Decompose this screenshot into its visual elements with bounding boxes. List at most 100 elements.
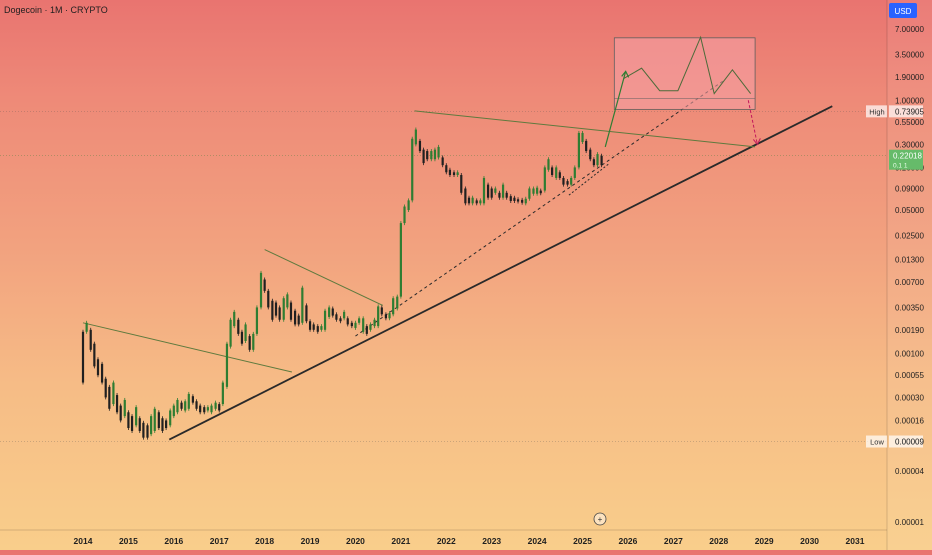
candle-body bbox=[199, 405, 202, 413]
x-tick-label: 2028 bbox=[709, 536, 728, 546]
candle-body bbox=[509, 196, 512, 201]
candle-body bbox=[89, 329, 92, 350]
candle-body bbox=[127, 412, 130, 429]
candle-body bbox=[573, 167, 576, 178]
y-tick-label: 1.00000 bbox=[895, 96, 924, 105]
candle-body bbox=[187, 393, 190, 409]
y-tick-label: 0.01300 bbox=[895, 255, 924, 264]
x-tick-label: 2026 bbox=[618, 536, 637, 546]
candle-body bbox=[233, 311, 236, 327]
y-tick-label: 0.00030 bbox=[895, 393, 924, 402]
candle-body bbox=[380, 307, 383, 315]
price-axis-panel[interactable] bbox=[887, 0, 932, 550]
candle-body bbox=[259, 272, 263, 308]
candle-body bbox=[180, 402, 183, 409]
candle-body bbox=[566, 181, 569, 185]
currency-badge[interactable] bbox=[889, 3, 917, 18]
candle-body bbox=[433, 149, 437, 160]
candle-body bbox=[191, 396, 194, 403]
candle-body bbox=[437, 146, 440, 158]
candle-body bbox=[286, 294, 289, 308]
candle-body bbox=[513, 197, 516, 201]
candle-body bbox=[130, 416, 134, 431]
candle-body bbox=[271, 300, 274, 320]
y-tick-label: 0.00001 bbox=[895, 518, 924, 527]
grid-layer bbox=[0, 111, 887, 442]
current-price-sub: 0.1 1 bbox=[893, 163, 908, 170]
arrow-up-line bbox=[604, 71, 627, 148]
candle-body bbox=[267, 290, 270, 308]
candle-body bbox=[146, 425, 149, 438]
candle-body bbox=[377, 306, 380, 327]
candle-body bbox=[252, 333, 255, 350]
candle-body bbox=[486, 184, 490, 198]
candle-body bbox=[558, 172, 561, 178]
candle-body bbox=[392, 298, 395, 315]
candle-body bbox=[225, 343, 229, 387]
candle-body bbox=[169, 410, 172, 426]
current-price-badge[interactable] bbox=[889, 149, 923, 170]
y-tick-label: 0.00016 bbox=[895, 416, 924, 425]
x-tick-label: 2014 bbox=[74, 536, 93, 546]
candle-body bbox=[358, 318, 361, 323]
candle-body bbox=[589, 149, 592, 160]
y-tick-label: 0.00004 bbox=[895, 467, 924, 476]
arrow-up-head bbox=[621, 70, 630, 78]
candle-body bbox=[452, 172, 456, 176]
x-tick-label: 2031 bbox=[846, 536, 865, 546]
candle-body bbox=[176, 399, 179, 413]
candle-body bbox=[289, 302, 293, 320]
candle-body bbox=[505, 192, 508, 198]
candle-body bbox=[335, 314, 338, 320]
candle-body bbox=[532, 188, 535, 194]
candle-body bbox=[93, 343, 96, 367]
support-trendline bbox=[168, 105, 833, 441]
candle-body bbox=[521, 199, 524, 203]
add-event-glyph: + bbox=[598, 515, 603, 524]
candle-body bbox=[96, 359, 100, 376]
candle-body bbox=[596, 154, 599, 166]
candle-body bbox=[407, 200, 410, 211]
y-tick-label: 0.30000 bbox=[895, 140, 924, 149]
candle-body bbox=[263, 279, 266, 291]
candle-body bbox=[104, 378, 107, 398]
candle-body bbox=[528, 188, 531, 199]
price-label-value-bg bbox=[889, 105, 923, 118]
add-event-icon[interactable] bbox=[593, 512, 607, 526]
y-tick-label: 0.00100 bbox=[895, 349, 924, 358]
candle-body bbox=[467, 197, 471, 204]
x-tick-label: 2016 bbox=[164, 536, 183, 546]
price-label-tag bbox=[866, 105, 887, 118]
drawing-layer bbox=[82, 35, 833, 441]
y-tick-label: 1.90000 bbox=[895, 73, 924, 82]
x-tick-label: 2022 bbox=[437, 536, 456, 546]
candle-body bbox=[490, 188, 493, 198]
triangle-top-2018 bbox=[264, 249, 383, 306]
candle-body bbox=[516, 199, 520, 202]
candle-body bbox=[475, 200, 478, 204]
y-tick-label: 0.00190 bbox=[895, 326, 924, 335]
x-tick-label: 2018 bbox=[255, 536, 274, 546]
x-tick-label: 2015 bbox=[119, 536, 138, 546]
candle-body bbox=[592, 159, 595, 166]
current-price-value: 0.22018 bbox=[893, 152, 922, 161]
candle-body bbox=[464, 188, 467, 204]
candle-body bbox=[471, 197, 474, 204]
candle-body bbox=[142, 422, 145, 438]
dashed-trendline-2 bbox=[568, 162, 611, 196]
candle-body bbox=[274, 302, 278, 316]
y-tick-label: 3.50000 bbox=[895, 50, 924, 59]
candle-body bbox=[214, 402, 217, 409]
candle-body bbox=[498, 192, 501, 198]
candle-body bbox=[195, 401, 198, 409]
candle-body bbox=[343, 311, 346, 319]
candle-body bbox=[411, 138, 414, 201]
y-tick-label: 7.00000 bbox=[895, 25, 924, 34]
candle-body bbox=[350, 322, 353, 327]
candle-body bbox=[218, 404, 221, 411]
projected-zigzag bbox=[623, 35, 751, 95]
candle-body bbox=[422, 149, 425, 164]
candle-body bbox=[331, 308, 334, 316]
